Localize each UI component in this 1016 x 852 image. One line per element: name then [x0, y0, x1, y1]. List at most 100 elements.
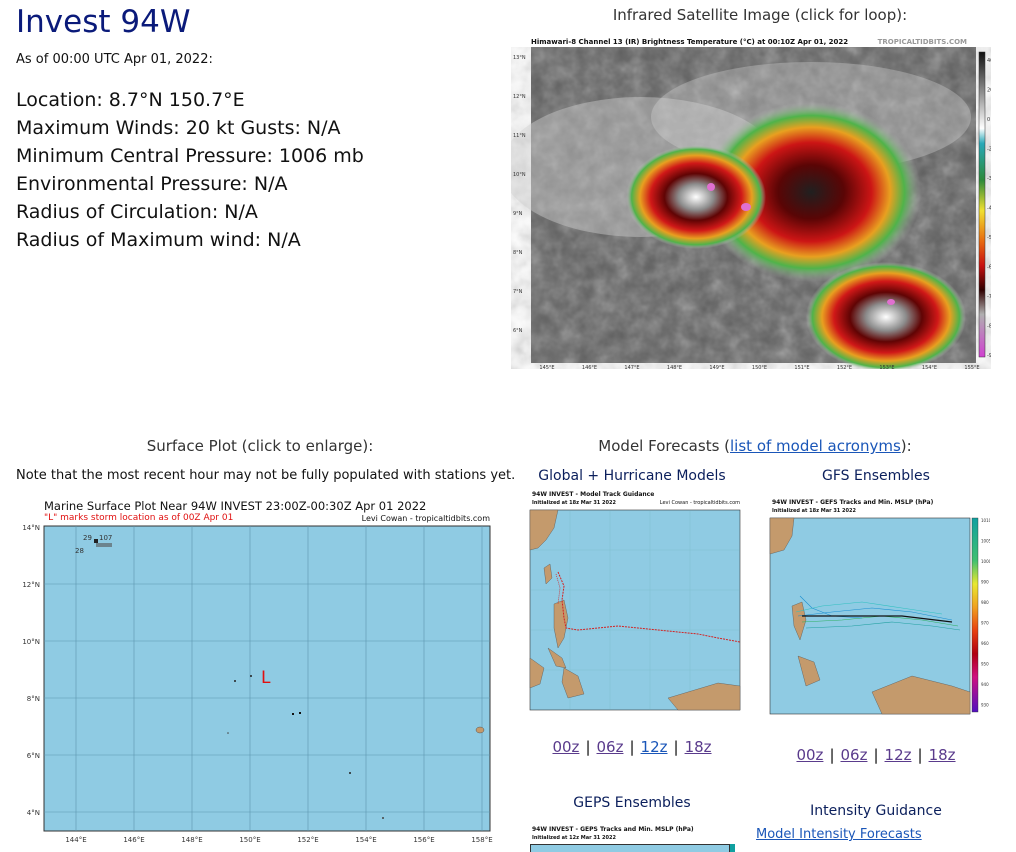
geps-ensembles-image-link[interactable]: 94W INVEST - GEPS Tracks and Min. MSLP (…	[518, 820, 746, 852]
global-img-credit: Levi Cowan - tropicaltidbits.com	[659, 500, 740, 506]
gfs-runs-nav: 00z | 06z | 12z | 18z	[796, 746, 956, 764]
surface-plot-map: 14°N 12°N 10°N 8°N 6°N 4°N 144°E 146°E 148°E 150…	[22, 524, 492, 844]
satellite-image-link[interactable]: Himawari-8 Channel 13 (IR) Brightness Te…	[511, 38, 991, 369]
sat-lon-label: 150°E	[752, 365, 767, 369]
gfs-scale-label: 960	[981, 641, 989, 646]
gfs-track-map: 1010 1005 1000 990 980 970 960 950 940 930	[769, 517, 990, 715]
sat-lon-label: 147°E	[624, 365, 639, 369]
gfs-scale-label: 970	[981, 621, 989, 626]
gfs-scale-label: 1010	[981, 518, 990, 523]
surface-lat-label: 12°N	[22, 581, 40, 589]
gfs-ensembles-title: GFS Ensembles	[822, 468, 930, 484]
surface-lon-label: 156°E	[413, 836, 434, 844]
global-models-title: Global + Hurricane Models	[538, 468, 726, 484]
gfs-ensembles-image-link[interactable]: 94W INVEST - GEFS Tracks and Min. MSLP (…	[762, 496, 990, 724]
model-intensity-forecasts-link[interactable]: Model Intensity Forecasts	[756, 827, 922, 842]
surface-lon-label: 148°E	[181, 836, 202, 844]
surface-plot-credit: Levi Cowan - tropicaltidbits.com	[361, 514, 490, 523]
sat-scale-label: -50	[987, 235, 991, 241]
sat-scale-label: 0	[987, 117, 990, 123]
gfs-scale-label: 990	[981, 580, 989, 585]
station-value: 107	[99, 534, 112, 542]
surface-lon-label: 146°E	[123, 836, 144, 844]
surface-note: Note that the most recent hour may not b…	[16, 468, 516, 483]
radius-max-wind-text: Radius of Maximum wind: N/A	[16, 229, 301, 251]
satellite-credit: TROPICALTIDBITS.COM	[877, 38, 967, 46]
sat-lat-label: 7°N	[513, 289, 523, 295]
storm-location-marker: L	[261, 668, 271, 688]
intensity-guidance-title: Intensity Guidance	[810, 803, 942, 819]
sat-lon-label: 145°E	[539, 365, 554, 369]
sat-scale-label: 40	[987, 58, 991, 64]
gfs-run-06z-link[interactable]: 06z	[840, 746, 868, 764]
surface-lat-label: 10°N	[22, 638, 40, 646]
gfs-img-subtitle: Initialized at 18z Mar 31 2022	[772, 508, 856, 514]
location-text: Location: 8.7°N 150.7°E	[16, 89, 245, 111]
geps-img-title: 94W INVEST - GEPS Tracks and Min. MSLP (…	[532, 826, 694, 833]
station-value: 29	[83, 534, 92, 542]
sat-lat-label: 9°N	[513, 211, 523, 217]
min-pressure-text: Minimum Central Pressure: 1006 mb	[16, 145, 364, 167]
sat-lon-label: 151°E	[794, 365, 809, 369]
surface-lat-label: 14°N	[22, 524, 40, 532]
sat-lat-label: 13°N	[513, 55, 526, 61]
global-run-18z-link[interactable]: 18z	[684, 738, 712, 756]
env-pressure-text: Environmental Pressure: N/A	[16, 173, 288, 195]
global-img-subtitle: Initialized at 18z Mar 31 2022	[532, 500, 616, 506]
global-track-map	[529, 509, 741, 711]
global-runs-nav: 00z | 06z | 12z | 18z	[552, 738, 712, 756]
gfs-run-00z-link[interactable]: 00z	[796, 746, 824, 764]
surface-lat-label: 6°N	[27, 752, 40, 760]
gfs-scale-label: 930	[981, 703, 989, 708]
satellite-caption: Infrared Satellite Image (click for loop…	[612, 6, 908, 24]
sat-lat-label: 6°N	[513, 328, 523, 334]
gfs-scale-label: 1005	[981, 539, 990, 544]
gfs-run-12z-link[interactable]: 12z	[884, 746, 912, 764]
gfs-scale-label: 1000	[981, 559, 990, 564]
model-acronyms-link[interactable]: list of model acronyms	[730, 437, 901, 455]
sat-scale-label: -20	[987, 147, 991, 153]
sat-lat-label: 11°N	[513, 133, 526, 139]
gfs-scale-label: 950	[981, 662, 989, 667]
as-of-timestamp: As of 00:00 UTC Apr 01, 2022:	[16, 52, 213, 67]
surface-caption: Surface Plot (click to enlarge):	[146, 437, 374, 455]
gfs-run-18z-link[interactable]: 18z	[928, 746, 956, 764]
sat-lat-label: 8°N	[513, 250, 523, 256]
sat-lon-label: 148°E	[667, 365, 682, 369]
model-forecasts-caption: Model Forecasts (list of model acronyms)…	[520, 437, 990, 455]
radius-circulation-text: Radius of Circulation: N/A	[16, 201, 258, 223]
sat-scale-label: -30	[987, 176, 991, 182]
max-winds-text: Maximum Winds: 20 kt Gusts: N/A	[16, 117, 341, 139]
satellite-image: 13°N 12°N 11°N 10°N 9°N 8°N 7°N 6°N 145°E 146°E 1…	[511, 47, 991, 369]
surface-lon-label: 158°E	[471, 836, 492, 844]
global-run-00z-link[interactable]: 00z	[552, 738, 580, 756]
global-img-title: 94W INVEST - Model Track Guidance	[532, 491, 655, 498]
surface-lon-label: 144°E	[65, 836, 86, 844]
sat-scale-label: -70	[987, 294, 991, 300]
surface-lon-label: 152°E	[297, 836, 318, 844]
sat-lon-label: 153°E	[879, 365, 894, 369]
surface-plot-link[interactable]: Marine Surface Plot Near 94W INVEST 23:0…	[16, 496, 496, 852]
gfs-scale-label: 940	[981, 682, 989, 687]
geps-ensembles-title: GEPS Ensembles	[573, 795, 691, 811]
geps-img-subtitle: Initialized at 12z Mar 31 2022	[532, 835, 616, 841]
sat-lon-label: 152°E	[837, 365, 852, 369]
sat-scale-label: -80	[987, 324, 991, 330]
global-models-image-link[interactable]: 94W INVEST - Model Track Guidance Initia…	[518, 488, 746, 722]
sat-scale-label: -90	[987, 353, 991, 359]
surface-lat-label: 4°N	[27, 809, 40, 817]
sat-scale-label: -40	[987, 206, 991, 212]
station-value: 28	[75, 547, 84, 555]
sat-lon-label: 155°E	[964, 365, 979, 369]
sat-lat-label: 10°N	[513, 172, 526, 178]
surface-lon-label: 154°E	[355, 836, 376, 844]
sat-lat-label: 12°N	[513, 94, 526, 100]
global-run-06z-link[interactable]: 06z	[596, 738, 624, 756]
sat-scale-label: -60	[987, 265, 991, 271]
global-run-12z-link[interactable]: 12z	[640, 738, 668, 756]
surface-lat-label: 8°N	[27, 695, 40, 703]
gfs-img-title: 94W INVEST - GEFS Tracks and Min. MSLP (…	[772, 499, 934, 506]
model-caption-prefix: Model Forecasts (	[598, 437, 731, 455]
sat-scale-label: 20	[987, 88, 991, 94]
sat-lon-label: 149°E	[709, 365, 724, 369]
